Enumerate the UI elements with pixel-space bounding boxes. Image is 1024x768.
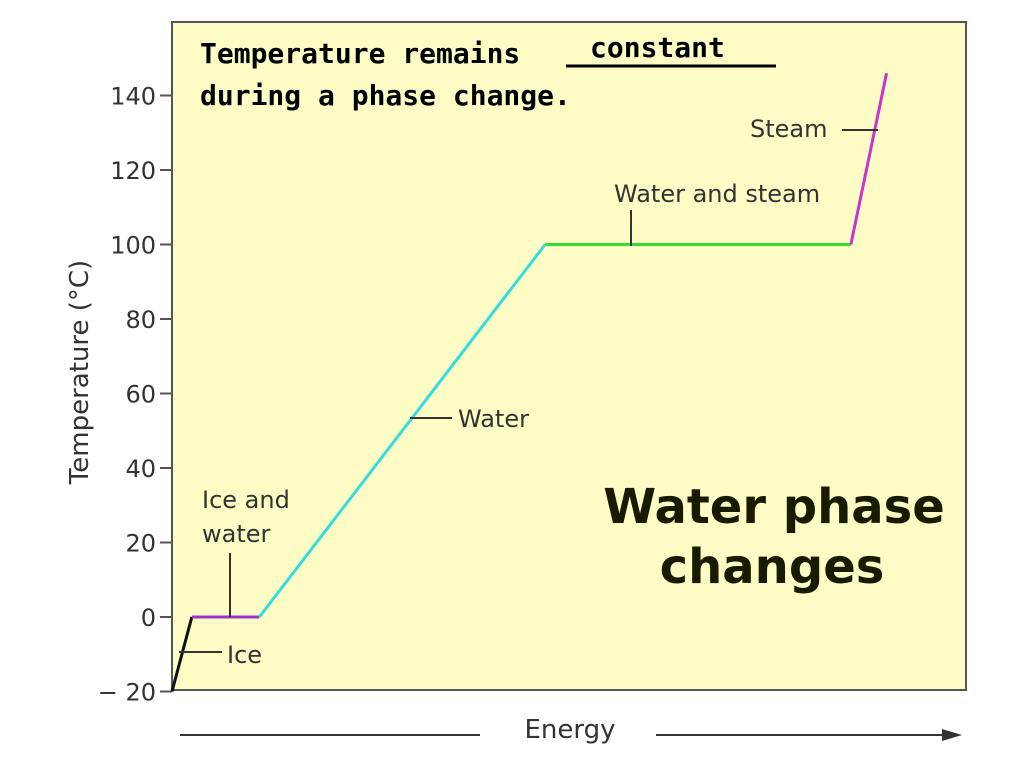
x-axis-label: Energy: [524, 715, 615, 745]
caption-line1: Water phase: [603, 479, 945, 535]
plot-area: [171, 21, 967, 691]
y-tick-label: 60: [125, 381, 156, 409]
y-tick-label: 20: [125, 530, 156, 558]
label-water: Water: [458, 405, 529, 433]
label-steam: Steam: [750, 115, 828, 143]
annotation-line2: during a phase change.: [200, 79, 571, 112]
y-tick-label: 100: [110, 232, 156, 260]
series-steam: [849, 72, 889, 245]
y-tick-label: 40: [125, 455, 156, 483]
y-axis-ticks: 140 120 100 80 60 40 20 0 − 20: [98, 83, 172, 707]
y-axis-label: Temperature (°C): [65, 260, 95, 485]
y-tick-label: 0: [141, 604, 156, 632]
annotation-line1: Temperature remains: [200, 37, 520, 70]
caption-line2: changes: [660, 539, 885, 595]
y-tick-label: − 20: [98, 679, 156, 707]
label-water-and-steam: Water and steam: [614, 180, 820, 208]
series-lines: [170, 72, 889, 692]
y-tick-label: 140: [110, 83, 156, 111]
label-ice-and-water-line1: Ice and: [202, 486, 290, 514]
label-ice: Ice: [227, 641, 262, 669]
series-ice: [170, 616, 194, 692]
label-leaders: [179, 129, 878, 653]
series-water: [258, 243, 547, 618]
y-tick-label: 120: [110, 157, 156, 185]
y-tick-label: 80: [125, 306, 156, 334]
label-ice-and-water-line2: water: [202, 520, 271, 548]
x-axis-arrow-icon: [942, 729, 962, 741]
annotation-blank-answer: constant: [590, 31, 725, 64]
